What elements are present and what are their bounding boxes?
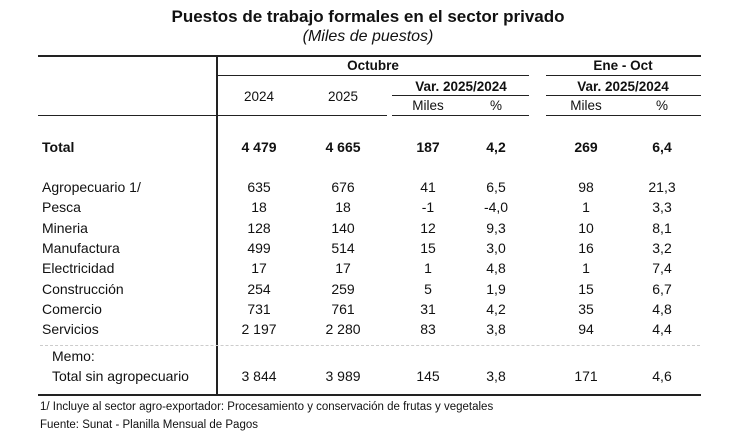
row-label: Electricidad	[42, 260, 115, 277]
table-cell: 12	[420, 219, 436, 236]
table-cell: 4 479	[241, 139, 277, 155]
table-cell: 171	[574, 368, 598, 384]
header-miles-octubre: Miles	[412, 98, 444, 113]
var-ene-oct-underline	[546, 95, 701, 96]
table-cell: 17	[251, 260, 267, 277]
header-miles-ene-oct: Miles	[570, 98, 602, 113]
table-cell: 269	[574, 139, 598, 155]
table-cell: 3,2	[652, 239, 672, 256]
ene-oct-underline	[546, 75, 701, 76]
table-cell: 6,5	[486, 179, 506, 195]
table-cell: 4,2	[486, 139, 506, 155]
page-title: Puestos de trabajo formales en el sector…	[171, 7, 565, 26]
row-label: Comercio	[42, 300, 102, 317]
header-2024: 2024	[243, 89, 275, 104]
table-cell: 499	[247, 239, 271, 256]
table-cell: 9,3	[486, 219, 506, 236]
memo-divider	[40, 345, 700, 346]
table-cell: 1	[424, 260, 432, 277]
header-octubre: Octubre	[347, 58, 399, 73]
table-cell: 8,1	[652, 219, 672, 236]
table-cell: 4,6	[652, 368, 672, 384]
table-cell: 1	[582, 260, 590, 277]
table-cell: 145	[416, 368, 440, 384]
row-label: Servicios	[42, 321, 99, 338]
var-octubre-underline	[392, 95, 529, 96]
row-label: Agropecuario 1/	[42, 179, 141, 195]
table-cell: 676	[331, 179, 355, 195]
table-cell: 635	[247, 179, 271, 195]
table-cell: 18	[335, 199, 351, 216]
table-cell: 3 989	[325, 368, 361, 384]
table-cell: 761	[331, 300, 355, 317]
table-cell: 4,2	[486, 300, 506, 317]
table-cell: 259	[331, 280, 355, 297]
header-ene-oct: Ene - Oct	[593, 58, 653, 73]
table-cell: 21,3	[648, 179, 676, 195]
table-cell: 2 197	[241, 321, 277, 338]
table-cell: 4,4	[652, 321, 672, 338]
table-cell: -4,0	[483, 199, 509, 216]
table-cell: 6,7	[652, 280, 672, 297]
header-bottom-rule-left	[38, 115, 387, 116]
header-var-ene-oct: Var. 2025/2024	[577, 79, 669, 94]
source-note: Fuente: Sunat - Planilla Mensual de Pago…	[40, 419, 258, 431]
row-label: Pesca	[42, 199, 81, 216]
label-column-divider	[216, 56, 218, 394]
table-cell: 4,8	[486, 260, 506, 277]
table-cell: 15	[420, 239, 436, 256]
table-cell: 31	[420, 300, 436, 317]
row-label: Total sin agropecuario	[52, 368, 189, 384]
footnote: 1/ Incluye al sector agro-exportador: Pr…	[40, 401, 494, 413]
row-label: Mineria	[42, 219, 88, 236]
table-cell: 94	[578, 321, 594, 338]
header-var-octubre: Var. 2025/2024	[415, 79, 507, 94]
header-bottom-rule-right	[546, 115, 701, 116]
page-subtitle: (Miles de puestos)	[302, 28, 434, 45]
table-cell: 4,8	[652, 300, 672, 317]
table-cell: 3,0	[486, 239, 506, 256]
table-cell: 1	[582, 199, 590, 216]
header-pct-octubre: %	[489, 98, 503, 113]
row-label: Manufactura	[42, 239, 120, 256]
table-cell: 3,8	[486, 321, 506, 338]
table-cell: 514	[331, 239, 355, 256]
row-label: Total	[42, 139, 75, 155]
top-rule	[38, 55, 701, 57]
table-cell: 3,3	[652, 199, 672, 216]
header-bottom-rule-mid	[392, 115, 529, 116]
table-cell: -1	[421, 199, 435, 216]
header-pct-ene-oct: %	[655, 98, 669, 113]
table-cell: 4 665	[325, 139, 361, 155]
memo-label: Memo:	[52, 348, 95, 364]
octubre-underline	[217, 75, 529, 76]
row-label: Construcción	[42, 280, 124, 297]
table-cell: 140	[331, 219, 355, 236]
table-cell: 17	[335, 260, 351, 277]
table-cell: 15	[578, 280, 594, 297]
table-cell: 5	[424, 280, 432, 297]
table-cell: 128	[247, 219, 271, 236]
bottom-rule	[38, 394, 701, 396]
table-cell: 83	[420, 321, 436, 338]
table-cell: 7,4	[652, 260, 672, 277]
table-cell: 3 844	[241, 368, 277, 384]
table-cell: 187	[416, 139, 440, 155]
table-cell: 10	[578, 219, 594, 236]
table-cell: 1,9	[486, 280, 506, 297]
table-cell: 41	[420, 179, 436, 195]
table-cell: 731	[247, 300, 271, 317]
table-cell: 2 280	[325, 321, 361, 338]
table-cell: 18	[251, 199, 267, 216]
table-cell: 254	[247, 280, 271, 297]
header-2025: 2025	[327, 89, 359, 104]
table-cell: 6,4	[652, 139, 672, 155]
table-cell: 16	[578, 239, 594, 256]
table-cell: 98	[578, 179, 594, 195]
table-cell: 35	[578, 300, 594, 317]
table-cell: 3,8	[486, 368, 506, 384]
